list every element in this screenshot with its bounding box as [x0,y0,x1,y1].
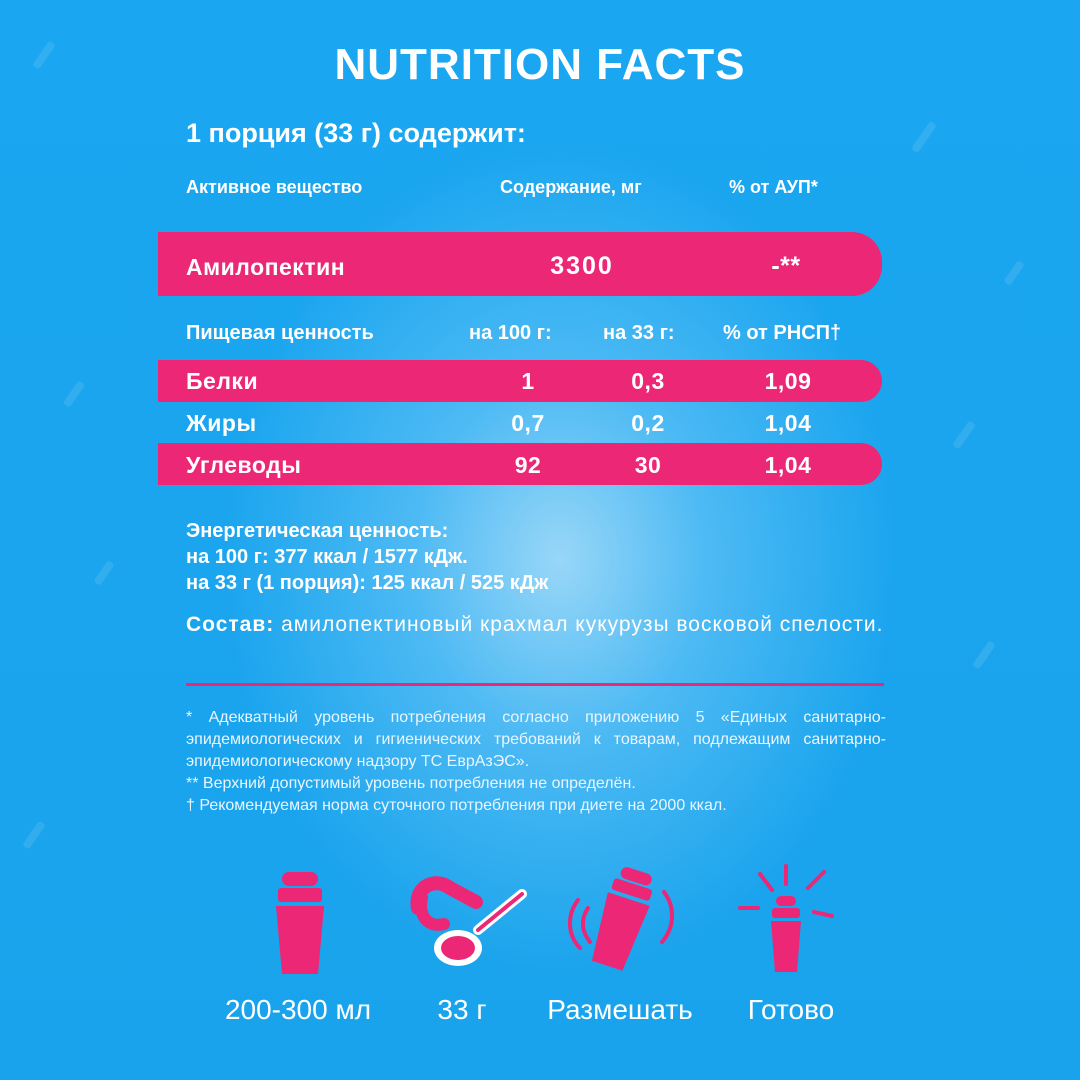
nutrition-header-percent: % от РНСП† [723,322,842,344]
active-row-amount: 3300 [550,252,614,280]
nutrition-header-per33: на 33 г: [603,322,675,344]
active-row-band [158,232,882,296]
ready-shaker-icon [738,864,834,972]
nutrition-header-per100: на 100 г: [469,322,552,344]
row-per100: 0,7 [511,410,545,436]
composition-label: Состав: [186,613,275,636]
energy-per100: на 100 г: 377 ккал / 1577 кДж. [186,546,468,568]
composition-text: амилопектиновый крахмал кукурузы восково… [274,613,884,636]
page-title: NUTRITION FACTS [334,40,746,89]
active-row-name: Амилопектин [186,254,346,280]
row-per100: 92 [514,452,542,478]
nutrition-header-name: Пищевая ценность [186,322,374,344]
divider [186,683,884,686]
row-percent: 1,04 [764,410,812,436]
serving-size: 1 порция (33 г) содержит: [186,118,526,148]
row-per33: 0,3 [631,368,665,394]
row-name: Белки [186,368,259,394]
row-per100: 1 [521,368,535,394]
step-label-water: 200-300 мл [224,994,372,1025]
footnote-rnsp: † Рекомендуемая норма суточного потребле… [186,797,727,814]
footnote-upper-limit: ** Верхний допустимый уровень потреблени… [186,775,636,792]
shaker-icon [276,872,324,974]
active-header-name: Активное вещество [186,177,363,197]
energy-block: Энергетическая ценность: на 100 г: 377 к… [186,518,548,596]
footnotes: * Адекватный уровень потребления согласн… [186,707,886,817]
step-label-ready: Готово [747,994,835,1025]
row-percent: 1,09 [764,368,812,394]
row-per33: 30 [634,452,662,478]
row-name: Жиры [186,410,257,436]
composition: Состав: амилопектиновый крахмал кукурузы… [186,611,886,638]
nutrition-row-band-1 [158,360,882,402]
nutrition-row-band-3 [158,443,882,485]
row-percent: 1,04 [764,452,812,478]
active-header-percent: % от АУП* [729,177,818,197]
scoop-icon [410,876,527,966]
step-label-mix: Размешать [547,994,693,1025]
row-per33: 0,2 [631,410,665,436]
active-header-amount: Содержание, мг [500,177,642,197]
footnote-aup: * Адекватный уровень потребления согласн… [186,709,886,770]
active-row-percent: -** [771,252,801,280]
energy-heading: Энергетическая ценность: [186,520,449,542]
row-name: Углеводы [186,452,302,478]
energy-per-serving: на 33 г (1 порция): 125 ккал / 525 кДж [186,572,549,594]
shake-icon [568,867,674,971]
step-label-dose: 33 г [437,994,487,1025]
